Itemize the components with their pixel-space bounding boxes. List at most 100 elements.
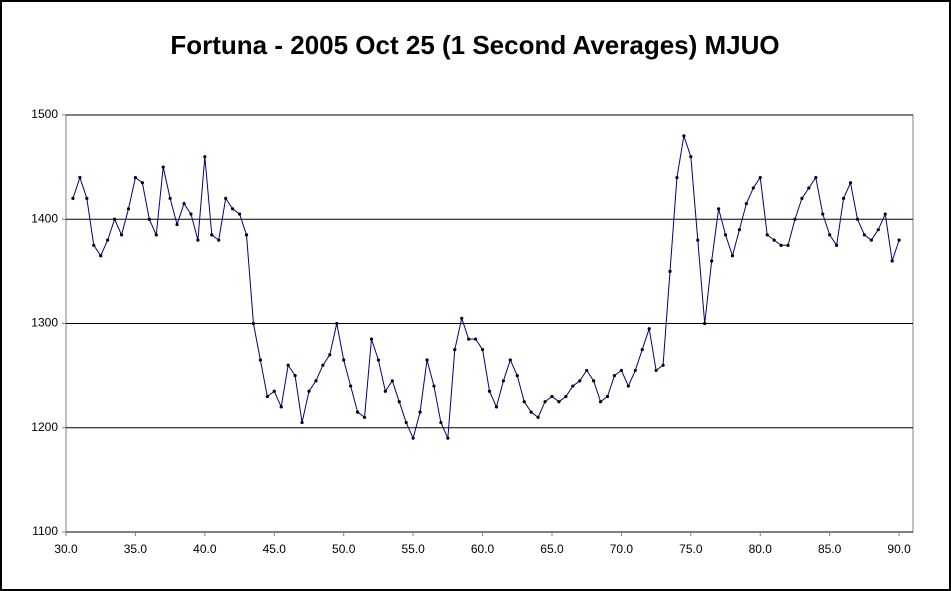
x-tick-label: 65.0 bbox=[540, 542, 564, 556]
x-tick-label: 35.0 bbox=[124, 542, 148, 556]
data-point bbox=[494, 405, 499, 409]
data-point bbox=[251, 321, 256, 326]
data-point bbox=[529, 410, 533, 414]
data-point bbox=[543, 400, 547, 404]
data-point bbox=[175, 222, 179, 227]
data-point bbox=[390, 379, 394, 383]
data-point bbox=[876, 228, 880, 232]
data-point bbox=[890, 259, 894, 263]
data-point bbox=[453, 347, 457, 352]
data-point bbox=[293, 374, 297, 378]
data-point bbox=[272, 389, 276, 393]
data-point bbox=[619, 368, 624, 373]
data-point bbox=[501, 379, 505, 383]
x-tick-label: 40.0 bbox=[193, 542, 217, 556]
x-tick-label: 90.0 bbox=[887, 542, 911, 556]
data-point bbox=[828, 233, 832, 237]
data-point bbox=[99, 254, 103, 258]
data-line bbox=[72, 135, 900, 440]
data-point bbox=[848, 181, 853, 185]
x-tick-label: 55.0 bbox=[401, 542, 425, 556]
data-point bbox=[723, 233, 728, 237]
data-point bbox=[376, 358, 381, 362]
data-point bbox=[258, 358, 262, 362]
data-point bbox=[612, 374, 617, 378]
data-point bbox=[487, 389, 492, 393]
data-point bbox=[154, 233, 158, 237]
data-point bbox=[536, 415, 540, 419]
x-tick-label: 50.0 bbox=[332, 542, 356, 556]
data-point bbox=[92, 243, 96, 247]
data-point bbox=[571, 384, 575, 388]
data-point bbox=[578, 379, 582, 383]
data-point bbox=[314, 379, 318, 383]
data-point bbox=[765, 233, 769, 237]
data-point bbox=[349, 384, 353, 388]
y-tick-label: 1500 bbox=[31, 107, 58, 121]
y-tick-label: 1400 bbox=[31, 211, 58, 225]
data-point bbox=[640, 347, 644, 352]
data-point bbox=[703, 321, 707, 326]
data-point bbox=[369, 337, 374, 341]
x-tick-label: 85.0 bbox=[818, 542, 842, 556]
data-point bbox=[217, 238, 221, 242]
data-point bbox=[300, 420, 304, 425]
data-point bbox=[286, 363, 290, 367]
data-point bbox=[744, 202, 748, 206]
data-point bbox=[78, 175, 82, 180]
data-point bbox=[168, 196, 172, 200]
data-point bbox=[147, 217, 151, 221]
chart-title: Fortuna - 2005 Oct 25 (1 Second Averages… bbox=[170, 30, 779, 60]
data-point bbox=[237, 212, 242, 216]
x-tick-label: 75.0 bbox=[679, 542, 703, 556]
data-point bbox=[411, 436, 415, 440]
data-point bbox=[841, 196, 846, 200]
data-point bbox=[862, 233, 867, 237]
data-point bbox=[196, 238, 200, 242]
data-point bbox=[397, 400, 401, 404]
data-point bbox=[342, 358, 346, 362]
y-tick-label: 1200 bbox=[31, 420, 58, 434]
data-point bbox=[480, 347, 485, 352]
y-tick-label: 1300 bbox=[31, 316, 58, 330]
data-point bbox=[119, 233, 124, 237]
data-point bbox=[869, 238, 873, 242]
data-point bbox=[85, 196, 89, 200]
data-point bbox=[654, 368, 658, 373]
data-point bbox=[106, 238, 110, 242]
y-tick-label: 1100 bbox=[32, 524, 58, 538]
data-point bbox=[404, 420, 408, 425]
data-point bbox=[432, 384, 436, 388]
data-point bbox=[515, 374, 519, 378]
x-tick-label: 80.0 bbox=[749, 542, 773, 556]
data-point bbox=[668, 269, 672, 273]
data-point bbox=[557, 400, 561, 404]
data-point bbox=[800, 196, 804, 200]
data-point bbox=[564, 394, 568, 399]
data-point bbox=[633, 368, 637, 373]
data-point bbox=[807, 186, 811, 190]
data-point bbox=[112, 217, 117, 221]
data-point bbox=[717, 207, 721, 211]
data-point bbox=[467, 337, 471, 341]
data-point bbox=[598, 400, 603, 404]
data-point bbox=[355, 410, 360, 414]
data-point bbox=[585, 368, 589, 373]
x-tick-label: 45.0 bbox=[263, 542, 287, 556]
data-point bbox=[730, 254, 735, 258]
data-point bbox=[203, 155, 207, 159]
data-point bbox=[425, 358, 429, 362]
data-point bbox=[244, 233, 249, 237]
data-point bbox=[550, 394, 554, 399]
data-point bbox=[189, 212, 193, 216]
data-point bbox=[710, 259, 714, 263]
data-point bbox=[210, 233, 214, 237]
data-point bbox=[508, 358, 512, 362]
data-point bbox=[321, 363, 325, 367]
data-point bbox=[279, 405, 283, 409]
data-point bbox=[383, 389, 387, 393]
data-point bbox=[605, 394, 610, 399]
x-tick-label: 60.0 bbox=[471, 542, 495, 556]
data-point bbox=[675, 175, 679, 180]
data-point bbox=[140, 181, 144, 185]
